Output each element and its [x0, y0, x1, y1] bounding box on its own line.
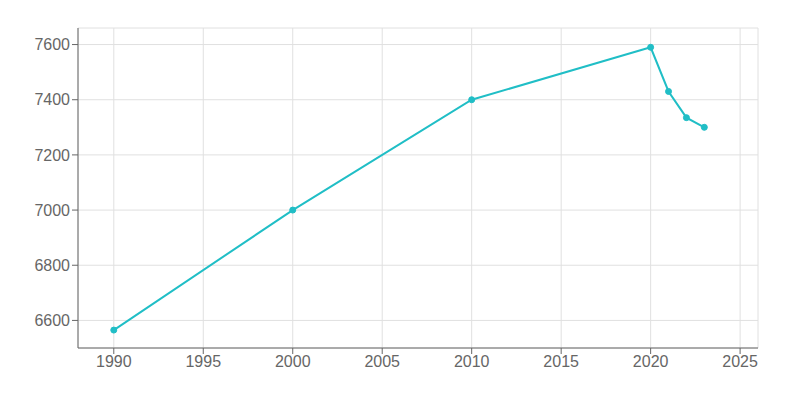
svg-text:7000: 7000	[34, 202, 70, 219]
svg-text:7600: 7600	[34, 36, 70, 53]
svg-text:7400: 7400	[34, 91, 70, 108]
svg-text:2000: 2000	[275, 353, 311, 370]
svg-text:6800: 6800	[34, 257, 70, 274]
svg-text:7200: 7200	[34, 147, 70, 164]
svg-text:6600: 6600	[34, 312, 70, 329]
svg-text:2020: 2020	[633, 353, 669, 370]
svg-text:1995: 1995	[185, 353, 221, 370]
svg-text:2005: 2005	[364, 353, 400, 370]
svg-text:2015: 2015	[543, 353, 579, 370]
svg-text:2025: 2025	[722, 353, 758, 370]
svg-text:2010: 2010	[454, 353, 490, 370]
svg-text:1990: 1990	[96, 353, 132, 370]
